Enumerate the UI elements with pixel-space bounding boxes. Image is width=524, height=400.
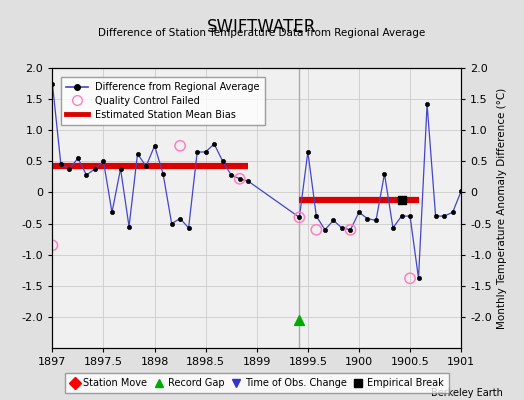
Point: [176, 142, 184, 149]
Point: [48, 242, 57, 248]
Point: [295, 317, 303, 323]
Point: [346, 226, 355, 233]
Point: [312, 226, 321, 233]
Point: [295, 214, 303, 220]
Point: [406, 275, 414, 282]
Text: SWIFTWATER: SWIFTWATER: [208, 18, 316, 36]
Text: Difference of Station Temperature Data from Regional Average: Difference of Station Temperature Data f…: [99, 28, 425, 38]
Text: Berkeley Earth: Berkeley Earth: [431, 388, 503, 398]
Point: [235, 176, 244, 182]
Point: [397, 197, 406, 203]
Y-axis label: Monthly Temperature Anomaly Difference (°C): Monthly Temperature Anomaly Difference (…: [497, 87, 507, 329]
Legend: Difference from Regional Average, Quality Control Failed, Estimated Station Mean: Difference from Regional Average, Qualit…: [61, 77, 265, 124]
Legend: Station Move, Record Gap, Time of Obs. Change, Empirical Break: Station Move, Record Gap, Time of Obs. C…: [65, 374, 449, 393]
